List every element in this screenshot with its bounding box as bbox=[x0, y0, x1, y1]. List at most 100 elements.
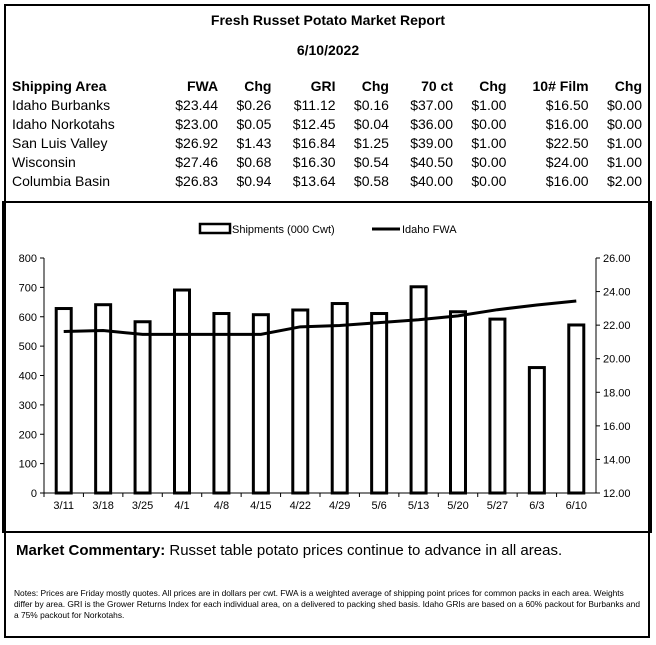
table-cell: $23.44 bbox=[175, 97, 219, 113]
commentary-text: Russet table potato prices continue to a… bbox=[165, 542, 563, 559]
table-cell: $36.00 bbox=[410, 116, 454, 132]
left-axis-tick-label: 700 bbox=[19, 282, 37, 294]
table-row: Idaho Burbanks $23.44 $0.26 $11.12 $0.16… bbox=[10, 96, 644, 115]
x-axis-tick-label: 4/1 bbox=[174, 500, 189, 512]
shipment-bar bbox=[449, 310, 467, 495]
left-axis-tick-label: 500 bbox=[19, 341, 37, 353]
table-cell: Idaho Burbanks bbox=[12, 97, 111, 113]
table-cell: $16.84 bbox=[292, 135, 336, 151]
x-axis-tick-label: 6/3 bbox=[529, 500, 544, 512]
x-axis-tick-label: 5/6 bbox=[371, 500, 386, 512]
left-axis-tick-label: 300 bbox=[19, 400, 37, 412]
table-row: Wisconsin $27.46 $0.68 $16.30 $0.54 $40.… bbox=[10, 153, 644, 172]
table-cell: Idaho Norkotahs bbox=[12, 116, 115, 132]
shipment-bar bbox=[133, 320, 152, 495]
left-axis-tick-label: 400 bbox=[19, 371, 37, 383]
right-axis-tick-label: 20.00 bbox=[603, 354, 631, 366]
x-axis-tick-label: 4/15 bbox=[250, 500, 271, 512]
commentary-label: Market Commentary: bbox=[16, 542, 166, 559]
price-table: Shipping Area FWA Chg GRI Chg 70 ct Chg … bbox=[10, 76, 644, 191]
x-axis-tick-label: 6/10 bbox=[566, 500, 587, 512]
shipment-bar bbox=[94, 303, 113, 495]
legend-label-shipments: Shipments (000 Cwt) bbox=[232, 224, 335, 236]
table-cell: $0.58 bbox=[353, 173, 389, 189]
x-axis-tick-label: 4/8 bbox=[214, 500, 229, 512]
right-axis-tick-label: 24.00 bbox=[603, 287, 631, 299]
table-row: Columbia Basin $26.83 $0.94 $13.64 $0.58… bbox=[10, 172, 644, 191]
table-row: Idaho Norkotahs $23.00 $0.05 $12.45 $0.0… bbox=[10, 115, 644, 134]
x-axis-tick-label: 4/29 bbox=[329, 500, 350, 512]
x-axis-tick-label: 5/13 bbox=[408, 500, 429, 512]
x-axis-tick-label: 5/20 bbox=[447, 500, 468, 512]
table-cell: $22.50 bbox=[545, 135, 589, 151]
header-gri: GRI bbox=[310, 78, 336, 94]
shipment-bar bbox=[488, 317, 507, 495]
shipment-bar bbox=[567, 323, 586, 495]
table-cell: $12.45 bbox=[292, 116, 336, 132]
table-cell: $0.94 bbox=[236, 173, 272, 189]
table-cell: $0.26 bbox=[236, 97, 272, 113]
table-cell: $16.50 bbox=[545, 97, 589, 113]
table-cell: $11.12 bbox=[293, 97, 336, 113]
legend-label-idaho-fwa: Idaho FWA bbox=[402, 224, 457, 236]
table-cell: $0.04 bbox=[353, 116, 389, 132]
shipment-bar bbox=[291, 308, 310, 495]
table-cell: $1.00 bbox=[606, 135, 642, 151]
table-cell: $26.92 bbox=[175, 135, 219, 151]
table-cell: $40.00 bbox=[410, 173, 454, 189]
header-70ct: 70 ct bbox=[421, 78, 454, 94]
table-cell: $0.00 bbox=[606, 116, 642, 132]
table-cell: $27.46 bbox=[175, 154, 219, 170]
table-cell: $24.00 bbox=[545, 154, 589, 170]
header-fwa: FWA bbox=[186, 78, 219, 94]
left-axis-tick-label: 0 bbox=[31, 488, 37, 500]
table-cell: $23.00 bbox=[175, 116, 219, 132]
legend-swatch-shipments bbox=[198, 222, 232, 235]
table-cell: $16.30 bbox=[292, 154, 336, 170]
right-axis-tick-label: 12.00 bbox=[603, 488, 631, 500]
table-cell: $0.54 bbox=[353, 154, 389, 170]
idaho-fwa-line bbox=[63, 299, 577, 336]
shipment-bar bbox=[370, 312, 389, 495]
footnotes: Notes: Prices are Friday mostly quotes. … bbox=[14, 588, 641, 620]
shipment-bar bbox=[409, 285, 428, 495]
left-axis-tick-label: 600 bbox=[19, 312, 37, 324]
table-cell: Columbia Basin bbox=[12, 173, 111, 189]
report-date: 6/10/2022 bbox=[296, 42, 360, 58]
table-cell: $1.25 bbox=[353, 135, 389, 151]
right-axis-tick-label: 26.00 bbox=[603, 253, 631, 265]
header-10lb-film-chg: Chg bbox=[614, 78, 642, 94]
chart-panel: 0 100 200 300 400 500 600 700 800 12.00 14.00 16.00… bbox=[2, 201, 652, 533]
market-commentary: Market Commentary: Russet table potato p… bbox=[16, 542, 562, 559]
table-cell: $39.00 bbox=[410, 135, 454, 151]
table-cell: $1.00 bbox=[471, 97, 507, 113]
table-cell: $13.64 bbox=[292, 173, 336, 189]
shipments-fwa-chart: 0 100 200 300 400 500 600 700 800 12.00 14.00 16.00… bbox=[19, 222, 631, 512]
table-cell: $16.00 bbox=[545, 116, 589, 132]
table-cell: $16.00 bbox=[545, 173, 589, 189]
shipment-bar bbox=[527, 366, 546, 495]
header-70ct-chg: Chg bbox=[479, 78, 507, 94]
table-cell: $0.16 bbox=[353, 97, 389, 113]
x-axis-tick-label: 3/11 bbox=[53, 500, 74, 512]
shipment-bar bbox=[54, 307, 73, 495]
report-title: Fresh Russet Potato Market Report bbox=[210, 12, 446, 28]
table-cell: $1.00 bbox=[471, 135, 507, 151]
left-axis-tick-label: 100 bbox=[19, 459, 37, 471]
header-shipping-area: Shipping Area bbox=[12, 78, 107, 94]
table-cell: $1.43 bbox=[236, 135, 272, 151]
right-axis-tick-label: 22.00 bbox=[603, 320, 631, 332]
report-frame bbox=[4, 4, 650, 638]
left-axis-tick-label: 200 bbox=[19, 429, 37, 441]
table-cell: $0.00 bbox=[471, 173, 507, 189]
header-10lb-film: 10# Film bbox=[532, 78, 589, 94]
header-fwa-chg: Chg bbox=[244, 78, 272, 94]
shipment-bar bbox=[251, 313, 270, 495]
table-cell: $40.50 bbox=[410, 154, 454, 170]
right-axis-tick-label: 14.00 bbox=[603, 454, 631, 466]
table-cell: $37.00 bbox=[410, 97, 454, 113]
table-row: San Luis Valley $26.92 $1.43 $16.84 $1.2… bbox=[10, 134, 644, 153]
x-axis-tick-label: 5/27 bbox=[487, 500, 508, 512]
x-axis-tick-label: 3/25 bbox=[132, 500, 153, 512]
right-axis-tick-label: 16.00 bbox=[603, 421, 631, 433]
